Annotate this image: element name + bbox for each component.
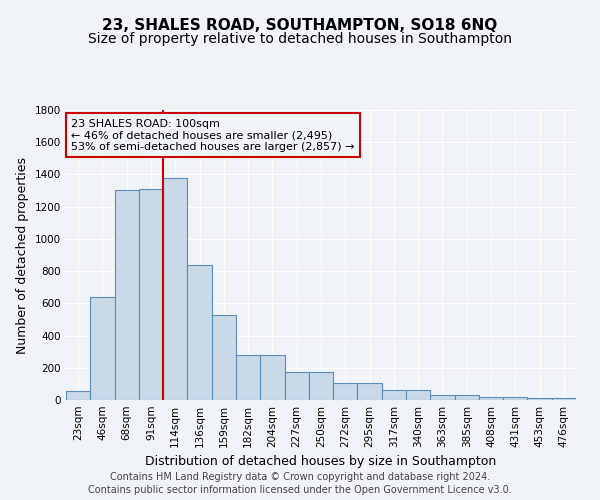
Bar [527,398,552,400]
Bar [333,383,358,400]
Bar [66,391,90,400]
Bar [406,390,430,400]
Bar [479,397,503,400]
Bar [309,372,333,400]
Bar [358,383,382,400]
Bar [382,390,406,400]
Bar [90,297,115,400]
X-axis label: Distribution of detached houses by size in Southampton: Distribution of detached houses by size … [145,456,497,468]
Text: 23 SHALES ROAD: 100sqm
← 46% of detached houses are smaller (2,495)
53% of semi-: 23 SHALES ROAD: 100sqm ← 46% of detached… [71,118,355,152]
Bar [430,395,455,400]
Bar [115,190,139,400]
Text: Contains public sector information licensed under the Open Government Licence v3: Contains public sector information licen… [88,485,512,495]
Bar [187,264,212,400]
Text: Contains HM Land Registry data © Crown copyright and database right 2024.: Contains HM Land Registry data © Crown c… [110,472,490,482]
Y-axis label: Number of detached properties: Number of detached properties [16,156,29,354]
Bar [163,178,187,400]
Bar [503,397,527,400]
Text: Size of property relative to detached houses in Southampton: Size of property relative to detached ho… [88,32,512,46]
Bar [260,355,284,400]
Bar [236,355,260,400]
Bar [552,398,576,400]
Bar [212,316,236,400]
Text: 23, SHALES ROAD, SOUTHAMPTON, SO18 6NQ: 23, SHALES ROAD, SOUTHAMPTON, SO18 6NQ [103,18,497,32]
Bar [284,372,309,400]
Bar [455,395,479,400]
Bar [139,189,163,400]
